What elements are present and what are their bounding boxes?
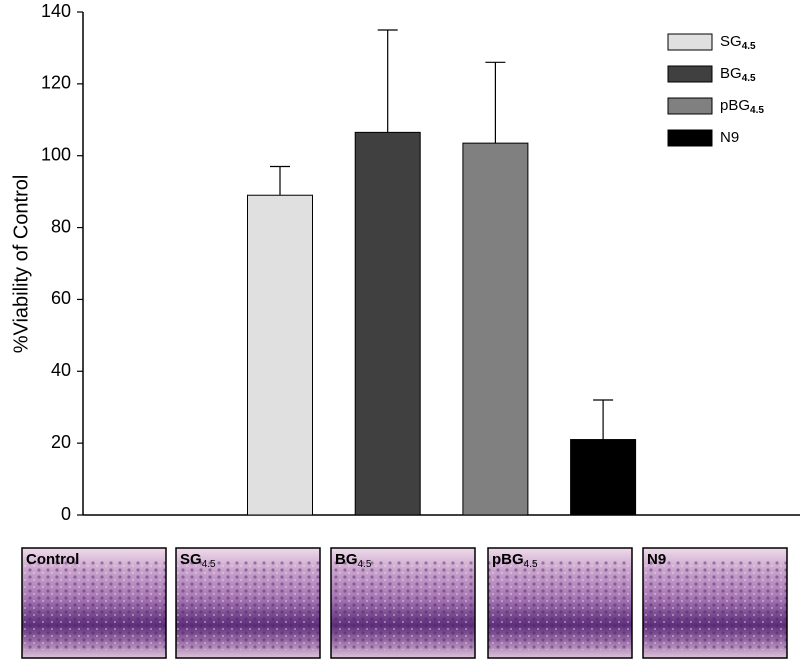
y-tick-label: 80: [51, 216, 71, 236]
legend-swatch: [667, 65, 713, 83]
legend-label: pBG4.5: [720, 97, 764, 116]
y-tick-label: 120: [41, 73, 71, 93]
y-tick-label: 100: [41, 144, 71, 164]
panel-border: [175, 547, 321, 659]
legend-swatch: [667, 129, 713, 147]
tissue-texture: [22, 560, 166, 650]
panel-label-main: BG: [335, 551, 358, 568]
panel-label: BG4.5: [335, 551, 372, 570]
legend-subscript: 4.5: [742, 73, 756, 84]
y-tick-label: 60: [51, 288, 71, 308]
panel-label-main: Control: [26, 551, 79, 568]
legend-label: SG4.5: [720, 33, 756, 52]
y-tick-label: 20: [51, 432, 71, 452]
legend-label: BG4.5: [720, 65, 756, 84]
legend-name: SG: [720, 33, 742, 50]
legend-subscript: 4.5: [750, 105, 764, 116]
y-tick-label: 40: [51, 360, 71, 380]
legend-swatch: [667, 97, 713, 115]
panel-label: SG4.5: [180, 551, 216, 570]
panel-label-main: N9: [647, 551, 666, 568]
legend-name: pBG: [720, 97, 750, 114]
panel-label: Control: [26, 551, 79, 568]
panel-label-main: pBG: [492, 551, 524, 568]
y-tick-label: 140: [41, 1, 71, 21]
panel-label-subscript: 4.5: [202, 559, 216, 570]
y-axis-label: %Viability of Control: [10, 175, 32, 354]
legend-label: N9: [720, 129, 739, 146]
tissue-texture: [176, 560, 320, 650]
panel-label-subscript: 4.5: [524, 559, 538, 570]
legend-subscript: 4.5: [742, 41, 756, 52]
bar: [570, 439, 637, 516]
panel-label: pBG4.5: [492, 551, 538, 570]
panel-border: [642, 547, 788, 659]
y-tick-label: 0: [61, 504, 71, 524]
panel-border: [330, 547, 476, 659]
panel-border: [487, 547, 633, 659]
tissue-texture: [643, 560, 787, 650]
bar: [247, 194, 313, 516]
legend-name: N9: [720, 129, 739, 146]
tissue-texture: [331, 560, 475, 650]
panel-label-subscript: 4.5: [358, 559, 372, 570]
panel-label: N9: [647, 551, 666, 568]
legend-swatch: [667, 33, 713, 51]
tissue-texture: [488, 560, 632, 650]
histology-panels: Control SG4.5 BG4.5 pBG4.5 N9: [21, 547, 788, 659]
legend-name: BG: [720, 65, 742, 82]
bar: [354, 131, 421, 516]
bar: [462, 142, 529, 516]
panel-label-main: SG: [180, 551, 202, 568]
panel-border: [21, 547, 167, 659]
